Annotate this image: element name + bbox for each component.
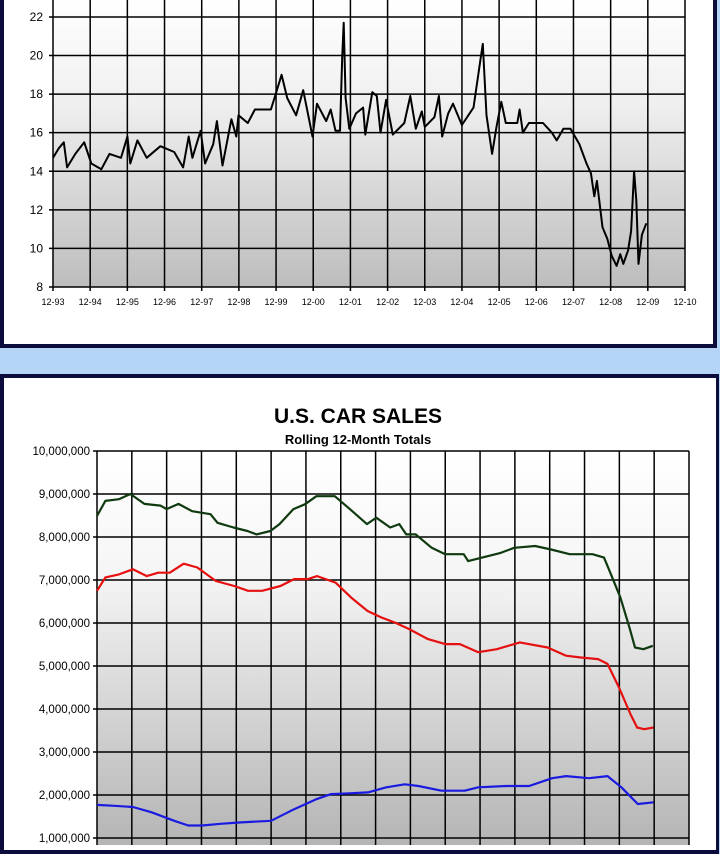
y-tick-label: 12 (30, 203, 44, 217)
x-tick-label: 12-93 (41, 297, 64, 307)
x-tick-label: 12-95 (116, 297, 139, 307)
x-tick-label: 12-94 (79, 297, 102, 307)
x-tick-label: 12-98 (227, 297, 250, 307)
y-tick-label: 22 (30, 10, 44, 24)
x-tick-label: 12-07 (562, 297, 585, 307)
y-tick-label: 10 (30, 241, 44, 255)
x-tick-label: 12-08 (599, 297, 622, 307)
x-tick-label: 12-04 (450, 297, 473, 307)
x-tick-label: 12-96 (153, 297, 176, 307)
y-tick-label: 18 (30, 87, 44, 101)
x-tick-label: 12-97 (190, 297, 213, 307)
x-tick-label: 12-06 (525, 297, 548, 307)
top-line-chart: 8 10 12 14 16 18 20 22 12-93 12-94 12-95 12-96 12-9… (30, 0, 697, 307)
plot-area (53, 0, 685, 287)
series-line-1 (52, 21, 648, 267)
y-tick-label: 14 (30, 164, 44, 178)
x-tick-label: 12-10 (673, 297, 696, 307)
x-tick-label: 12-05 (488, 297, 511, 307)
car-sales-chart-panel (0, 374, 719, 854)
x-tick-label: 12-03 (413, 297, 436, 307)
x-tick-label: 12-02 (376, 297, 399, 307)
y-tick-label: 16 (30, 126, 44, 140)
y-tick-label: 20 (30, 49, 44, 63)
y-tick-label: 8 (36, 280, 43, 294)
x-tick-label: 12-01 (339, 297, 362, 307)
x-tick-label: 12-00 (302, 297, 325, 307)
x-tick-label: 12-09 (636, 297, 659, 307)
x-tick-label: 12-99 (265, 297, 288, 307)
